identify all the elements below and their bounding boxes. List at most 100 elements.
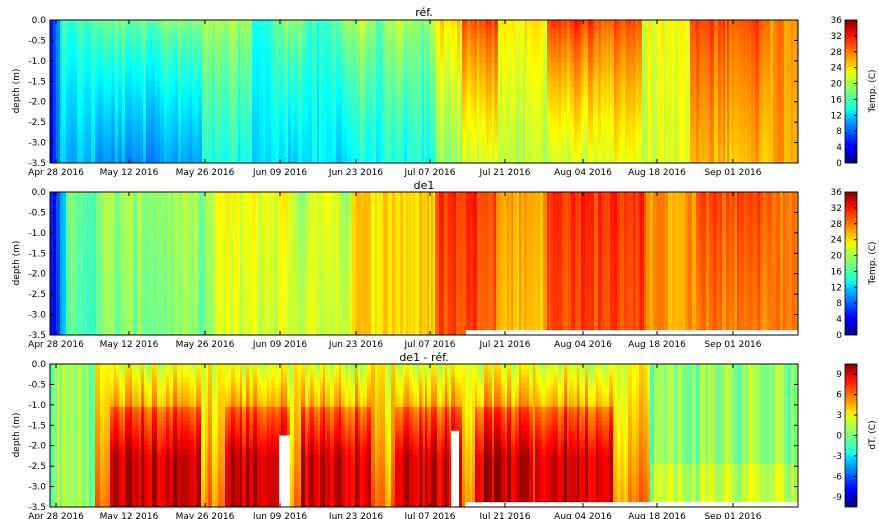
- heatmap-cell: [342, 101, 345, 107]
- heatmap-cell: [391, 29, 396, 35]
- heatmap-cell: [50, 48, 54, 54]
- heatmap-cell: [218, 81, 221, 88]
- heatmap-cell: [164, 115, 168, 121]
- heatmap-cell: [470, 158, 475, 163]
- heatmap-cell: [245, 153, 250, 159]
- heatmap-cell: [208, 91, 212, 97]
- heatmap-cell: [413, 81, 416, 88]
- heatmap-cell: [317, 39, 320, 45]
- heatmap-cell: [440, 115, 445, 121]
- heatmap-cell: [56, 91, 61, 97]
- heatmap-cell: [175, 96, 179, 102]
- heatmap-cell: [455, 120, 458, 126]
- heatmap-cell: [259, 129, 264, 135]
- heatmap-cell: [160, 124, 165, 131]
- heatmap-cell: [376, 158, 381, 163]
- heatmap-cell: [125, 105, 130, 111]
- heatmap-cell: [419, 39, 423, 45]
- heatmap-cell: [85, 158, 90, 163]
- heatmap-cell: [164, 91, 168, 97]
- heatmap-cell: [450, 34, 453, 40]
- heatmap-cell: [324, 148, 327, 154]
- heatmap-cell: [242, 39, 246, 45]
- heatmap-cell: [531, 62, 536, 69]
- heatmap-cell: [192, 134, 197, 140]
- heatmap-cell: [319, 143, 323, 150]
- heatmap-cell: [354, 62, 358, 69]
- heatmap-cell: [129, 29, 133, 35]
- heatmap-cell: [74, 139, 78, 145]
- heatmap-cell: [298, 81, 303, 88]
- heatmap-cell: [460, 39, 463, 45]
- heatmap-cell: [149, 53, 152, 59]
- heatmap-cell: [125, 48, 130, 54]
- heatmap-cell: [53, 62, 57, 69]
- heatmap-cell: [222, 62, 226, 69]
- heatmap-cell: [263, 110, 266, 116]
- heatmap-cell: [231, 48, 236, 54]
- heatmap-cell: [462, 39, 465, 45]
- heatmap-cell: [517, 72, 520, 78]
- heatmap-cell: [187, 134, 190, 140]
- heatmap-cell: [270, 115, 273, 121]
- heatmap-cell: [286, 139, 289, 145]
- heatmap-cell: [83, 39, 86, 45]
- heatmap-cell: [413, 86, 416, 92]
- heatmap-cell: [115, 129, 119, 135]
- heatmap-cell: [85, 105, 90, 111]
- heatmap-cell: [122, 91, 126, 97]
- heatmap-cell: [129, 91, 133, 97]
- heatmap-cell: [354, 81, 358, 88]
- heatmap-cell: [308, 53, 313, 59]
- heatmap-cell: [104, 143, 108, 150]
- heatmap-cell: [77, 39, 80, 45]
- heatmap-cell: [157, 77, 161, 83]
- heatmap-cell: [395, 124, 400, 131]
- heatmap-cell: [515, 101, 518, 107]
- heatmap-cell: [555, 72, 560, 78]
- heatmap-cell: [222, 129, 226, 135]
- heatmap-cell: [383, 86, 386, 92]
- heatmap-cell: [79, 96, 84, 102]
- heatmap-cell: [231, 91, 236, 97]
- heatmap-cell: [242, 115, 246, 121]
- heatmap-cell: [457, 129, 461, 135]
- heatmap-cell: [450, 153, 453, 159]
- heatmap-cell: [66, 96, 71, 102]
- heatmap-cell: [136, 24, 141, 30]
- heatmap-cell: [53, 110, 57, 116]
- heatmap-cell: [314, 81, 318, 88]
- heatmap-cell: [204, 129, 209, 135]
- heatmap-cell: [306, 129, 309, 135]
- heatmap-cell: [172, 67, 176, 73]
- heatmap-cell: [53, 96, 57, 102]
- heatmap-cell: [263, 120, 266, 126]
- heatmap-cell: [53, 67, 57, 73]
- heatmap-cell: [308, 77, 313, 83]
- heatmap-cell: [357, 105, 361, 111]
- heatmap-cell: [338, 105, 343, 111]
- heatmap-cell: [430, 72, 433, 78]
- heatmap-cell: [70, 62, 75, 69]
- heatmap-cell: [167, 62, 171, 69]
- heatmap-cell: [415, 134, 420, 140]
- heatmap-cell: [419, 120, 423, 126]
- heatmap-cell: [440, 24, 445, 30]
- heatmap-cell: [70, 77, 75, 83]
- heatmap-cell: [160, 153, 165, 159]
- heatmap-cell: [272, 153, 277, 159]
- heatmap-cell: [505, 105, 509, 111]
- heatmap-cell: [240, 96, 243, 102]
- heatmap-cell: [50, 115, 54, 121]
- heatmap-cell: [151, 24, 156, 30]
- heatmap-cell: [91, 96, 96, 102]
- heatmap-cell: [104, 153, 108, 159]
- heatmap-cell: [511, 91, 516, 97]
- heatmap-cell: [294, 29, 297, 35]
- heatmap-cell: [70, 53, 75, 59]
- heatmap-cell: [411, 34, 414, 40]
- heatmap-cell: [391, 34, 396, 40]
- heatmap-cell: [498, 43, 502, 49]
- heatmap-cell: [288, 143, 292, 150]
- heatmap-cell: [125, 72, 130, 78]
